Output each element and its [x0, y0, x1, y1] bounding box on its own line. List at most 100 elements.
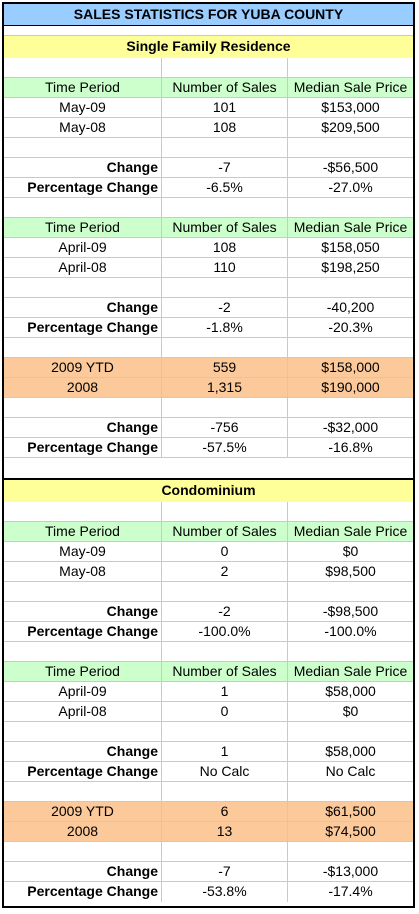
table-row: May-09 0 $0 [4, 542, 413, 562]
change-label: Change [4, 298, 162, 317]
spacer-row [4, 338, 413, 358]
pct-change-label: Percentage Change [4, 882, 162, 902]
pct-change-row: Percentage Change -57.5% -16.8% [4, 438, 413, 458]
spacer-row [4, 138, 413, 158]
pct-change-label: Percentage Change [4, 318, 162, 337]
price-cell: $209,500 [321, 119, 380, 135]
price-change: -$13,000 [322, 863, 379, 879]
period-cell: April-09 [4, 238, 162, 257]
spacer-row [4, 722, 413, 742]
table-row: April-08 0 $0 [4, 702, 413, 722]
sales-statistics-sheet: SALES STATISTICS FOR YUBA COUNTY Single … [2, 2, 415, 908]
sales-cell: 110 [162, 258, 288, 277]
price-cell: $98,500 [325, 563, 376, 579]
pct-change-label: Percentage Change [4, 438, 162, 457]
spacer-row [4, 26, 413, 36]
table-row: April-08 110 $198,250 [4, 258, 413, 278]
price-cell: $158,000 [321, 359, 380, 375]
period-cell: 2009 YTD [4, 802, 162, 821]
sales-cell: 2 [162, 562, 288, 581]
header-time-period: Time Period [4, 662, 162, 681]
header-number-of-sales: Number of Sales [162, 662, 288, 681]
ytd-row: 2008 13 $74,500 [4, 822, 413, 842]
price-change: -$56,500 [322, 159, 379, 175]
price-cell: $58,000 [325, 683, 376, 699]
header-row: Time Period Number of Sales Median Sale … [4, 662, 413, 682]
ytd-row: 2009 YTD 559 $158,000 [4, 358, 413, 378]
table-row: April-09 1 $58,000 [4, 682, 413, 702]
price-change: -40,200 [326, 299, 375, 315]
period-cell: April-08 [4, 258, 162, 277]
header-number-of-sales: Number of Sales [162, 218, 288, 237]
sheet-title: SALES STATISTICS FOR YUBA COUNTY [4, 4, 413, 26]
header-time-period: Time Period [4, 78, 162, 97]
price-pct-change: -100.0% [324, 623, 377, 639]
change-row: Change -7 -$56,500 [4, 158, 413, 178]
header-number-of-sales: Number of Sales [162, 78, 288, 97]
spacer-row [4, 842, 413, 862]
spacer-row [4, 582, 413, 602]
price-pct-change: -16.8% [328, 439, 373, 455]
price-cell: $198,250 [321, 259, 380, 275]
section-title-sfr: Single Family Residence [4, 36, 413, 58]
sales-change: -2 [162, 602, 288, 621]
sales-cell: 13 [162, 822, 288, 841]
price-change: -$32,000 [322, 419, 379, 435]
header-median-sale-price: Median Sale Price [293, 79, 408, 95]
header-row: Time Period Number of Sales Median Sale … [4, 218, 413, 238]
price-cell: $74,500 [325, 823, 376, 839]
pct-change-row: Percentage Change -6.5% -27.0% [4, 178, 413, 198]
spacer-row [4, 58, 413, 78]
sales-cell: 1,315 [162, 378, 288, 397]
sales-cell: 6 [162, 802, 288, 821]
spacer-row [4, 198, 413, 218]
period-cell: 2009 YTD [4, 358, 162, 377]
header-median-sale-price: Median Sale Price [293, 219, 408, 235]
period-cell: May-08 [4, 118, 162, 137]
header-median-sale-price: Median Sale Price [293, 523, 408, 539]
pct-change-label: Percentage Change [4, 762, 162, 781]
sales-pct-change: -1.8% [162, 318, 288, 337]
sales-pct-change: -57.5% [162, 438, 288, 457]
spacer-row [4, 502, 413, 522]
header-time-period: Time Period [4, 218, 162, 237]
period-cell: 2008 [4, 822, 162, 841]
change-row: Change -2 -$98,500 [4, 602, 413, 622]
change-label: Change [4, 158, 162, 177]
price-cell: $61,500 [325, 803, 376, 819]
sales-change: 1 [162, 742, 288, 761]
section-row-sfr: Single Family Residence [4, 36, 413, 58]
section-title-condo: Condominium [4, 480, 413, 502]
sales-change: -7 [162, 862, 288, 881]
spacer-row [4, 642, 413, 662]
sales-cell: 0 [162, 542, 288, 561]
price-pct-change: No Calc [325, 763, 376, 779]
pct-change-row: Percentage Change -100.0% -100.0% [4, 622, 413, 642]
price-pct-change: -27.0% [328, 179, 373, 195]
price-cell: $190,000 [321, 379, 380, 395]
period-cell: May-08 [4, 562, 162, 581]
sales-change: -756 [162, 418, 288, 437]
sales-pct-change: -100.0% [162, 622, 288, 641]
title-row: SALES STATISTICS FOR YUBA COUNTY [4, 4, 413, 26]
section-row-condo: Condominium [4, 480, 413, 502]
spacer-row [4, 398, 413, 418]
price-pct-change: -17.4% [328, 883, 373, 899]
pct-change-label: Percentage Change [4, 178, 162, 197]
ytd-row: 2009 YTD 6 $61,500 [4, 802, 413, 822]
header-row: Time Period Number of Sales Median Sale … [4, 78, 413, 98]
change-row: Change -2 -40,200 [4, 298, 413, 318]
sales-change: -7 [162, 158, 288, 177]
price-change: -$98,500 [322, 603, 379, 619]
sales-cell: 559 [162, 358, 288, 377]
price-cell: $0 [342, 543, 359, 559]
change-label: Change [4, 418, 162, 437]
price-cell: $158,050 [321, 239, 380, 255]
period-cell: May-09 [4, 98, 162, 117]
period-cell: April-09 [4, 682, 162, 701]
spacer-row [4, 278, 413, 298]
sales-cell: 1 [162, 682, 288, 701]
sales-cell: 0 [162, 702, 288, 721]
header-number-of-sales: Number of Sales [162, 522, 288, 541]
price-cell: $153,000 [321, 99, 380, 115]
